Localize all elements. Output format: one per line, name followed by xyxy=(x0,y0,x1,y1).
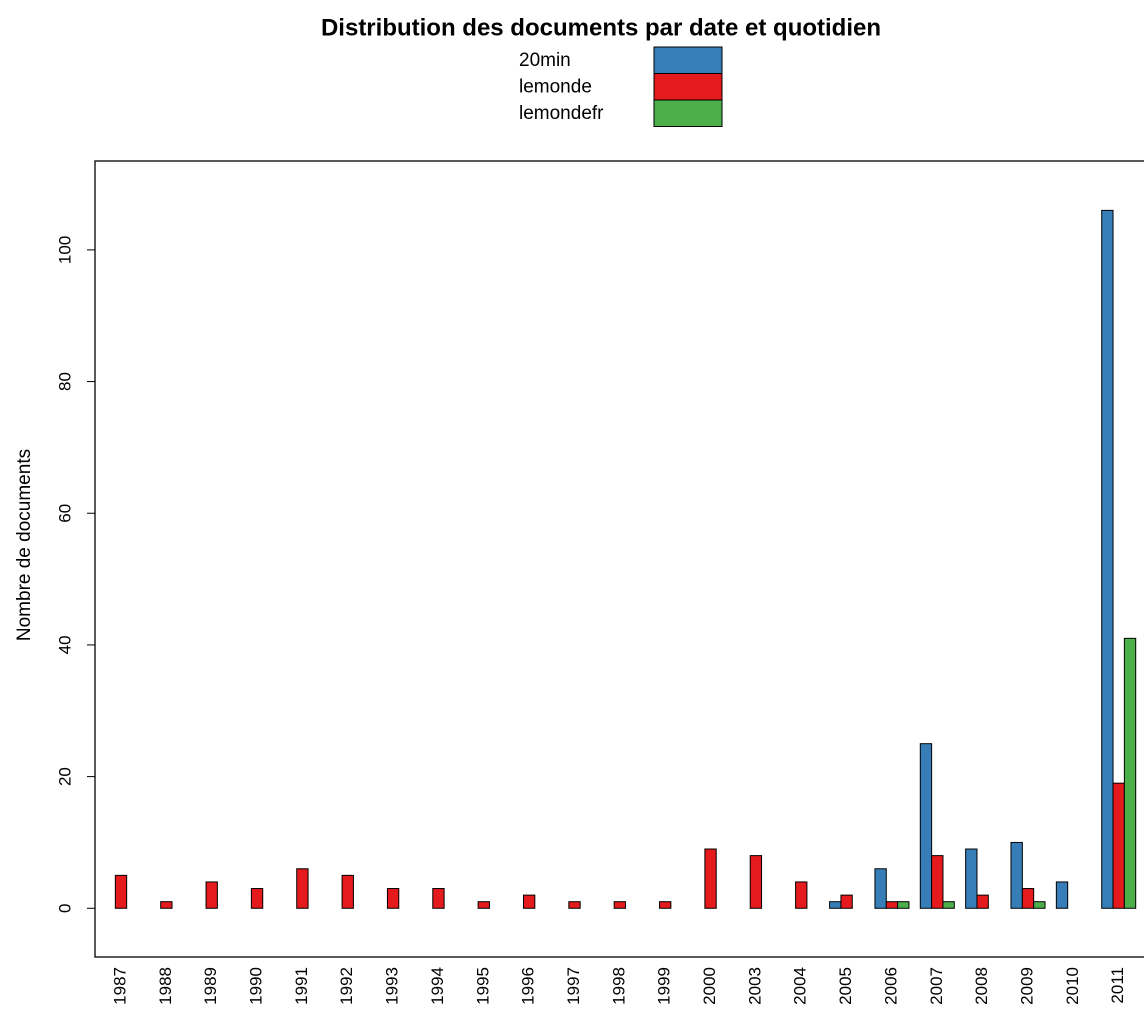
bar xyxy=(885,901,899,909)
x-tick-label: 1989 xyxy=(201,967,220,1005)
bar xyxy=(522,894,536,909)
x-tick-label: 2000 xyxy=(700,967,719,1005)
x-tick-label: 1998 xyxy=(609,967,628,1005)
y-tick-label: 100 xyxy=(55,236,74,264)
legend-label: 20min xyxy=(519,50,571,71)
x-tick-label: 1997 xyxy=(564,967,583,1005)
bar xyxy=(296,868,309,909)
y-axis-label: Nombre de documents xyxy=(14,449,35,641)
x-tick-label: 2010 xyxy=(1063,967,1082,1005)
bar xyxy=(874,868,887,909)
bar xyxy=(976,894,989,909)
bar xyxy=(840,894,853,909)
bar xyxy=(965,848,978,909)
bar xyxy=(205,881,218,909)
bar xyxy=(749,855,763,909)
bar xyxy=(477,901,490,909)
bar xyxy=(1123,637,1137,909)
x-tick-label: 1992 xyxy=(337,967,356,1005)
bar xyxy=(341,874,354,909)
bar xyxy=(931,855,944,909)
plot-frame xyxy=(94,160,1144,958)
legend-swatch xyxy=(653,46,723,74)
y-tick-label: 0 xyxy=(55,904,74,913)
x-tick-label: 2007 xyxy=(927,967,946,1005)
x-tick-label: 1996 xyxy=(519,967,538,1005)
x-tick-label: 1988 xyxy=(156,967,175,1005)
x-tick-label: 1991 xyxy=(292,967,311,1005)
x-tick-label: 2011 xyxy=(1108,967,1127,1004)
x-tick-label: 2009 xyxy=(1017,967,1036,1005)
bar xyxy=(1112,782,1125,909)
x-tick-label: 1987 xyxy=(110,967,129,1005)
bar xyxy=(1055,881,1069,909)
x-tick-label: 1990 xyxy=(247,967,266,1005)
bar xyxy=(160,901,173,909)
bar xyxy=(568,901,581,909)
x-tick-label: 1994 xyxy=(428,967,447,1005)
x-tick-label: 2005 xyxy=(836,967,855,1005)
x-tick-label: 2008 xyxy=(972,967,991,1005)
x-tick-label: 1995 xyxy=(473,967,492,1005)
bar xyxy=(897,901,910,909)
x-tick-label: 1999 xyxy=(655,967,674,1005)
y-tick-label: 60 xyxy=(55,504,74,523)
legend-swatch xyxy=(653,99,723,127)
bar xyxy=(1010,841,1023,909)
y-tick-label: 20 xyxy=(55,767,74,786)
bar xyxy=(1033,901,1046,909)
bar xyxy=(386,888,400,909)
bar xyxy=(114,874,128,909)
bar xyxy=(432,888,445,909)
legend-label: lemonde xyxy=(519,77,592,98)
y-tick-label: 80 xyxy=(55,372,74,391)
bar xyxy=(1101,209,1114,909)
bar xyxy=(829,901,842,909)
bar xyxy=(795,881,808,909)
x-tick-label: 2006 xyxy=(881,967,900,1005)
bar xyxy=(942,901,955,909)
chart-title: Distribution des documents par date et q… xyxy=(321,14,881,41)
bar xyxy=(704,848,717,909)
bar xyxy=(250,888,264,909)
y-tick-label: 40 xyxy=(55,635,74,654)
x-tick-label: 2003 xyxy=(745,967,764,1005)
bar xyxy=(919,743,933,909)
legend-label: lemondefr xyxy=(519,103,604,124)
legend-swatch xyxy=(653,73,723,101)
bar xyxy=(1021,888,1035,909)
x-tick-label: 2004 xyxy=(791,967,810,1005)
bar xyxy=(659,901,672,909)
bar xyxy=(613,901,627,909)
x-tick-label: 1993 xyxy=(383,967,402,1005)
